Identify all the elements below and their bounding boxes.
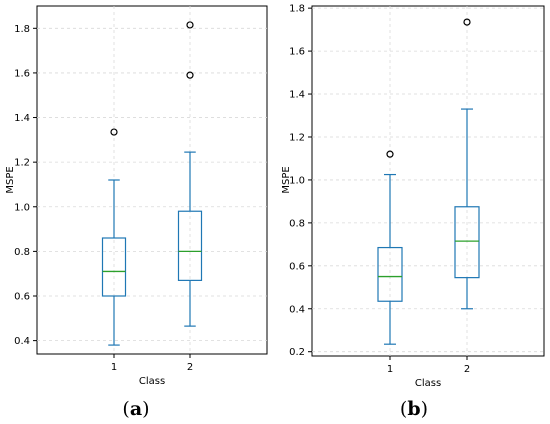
y-tick-label: 0.2 [289,347,305,358]
y-tick-label: 1.6 [14,68,30,79]
y-tick-label: 1.8 [289,4,305,15]
panel-letter-a: a [130,398,142,420]
y-tick-label: 1.0 [14,202,30,213]
x-tick-label: 1 [387,364,393,375]
x-tick-label: 2 [464,364,470,375]
y-tick-label: 1.2 [289,132,305,143]
grid-b [312,6,544,356]
y-axis-label-a: MSPE [5,166,16,193]
y-tick-label: 1.2 [14,158,30,169]
panel-caption-b: (b) [400,398,428,420]
y-tick-label: 0.8 [289,218,305,229]
outlier-point [386,150,394,158]
y-tick-label: 1.4 [14,113,30,124]
y-axis-a: 0.4 0.6 0.8 1.0 1.2 1.4 1.6 1.8 [14,24,37,347]
y-tick-label: 1.0 [289,175,305,186]
y-tick-label: 0.4 [14,336,30,347]
grid-a [37,6,267,354]
x-axis-label-a: Class [139,376,165,387]
x-tick-label: 1 [111,362,117,373]
plot-area-b [311,5,545,357]
y-tick-label: 1.4 [289,90,305,101]
panel-letter-b: b [407,398,420,420]
x-tick-label: 2 [187,362,193,373]
panel-caption-a: (a) [122,398,149,420]
box-category-1 [377,150,403,345]
y-axis-label-b: MSPE [281,166,292,193]
y-tick-label: 0.6 [289,261,305,272]
y-tick-label: 1.6 [289,47,305,58]
outlier-point [186,21,194,29]
y-tick-label: 0.8 [14,247,30,258]
boxes-a [101,21,203,346]
y-axis-b: 0.2 0.4 0.6 0.8 1.0 1.2 1.4 1.6 1.8 [289,4,312,358]
iqr-box [101,237,127,297]
outlier-point [186,71,194,79]
y-tick-label: 1.8 [14,24,30,35]
y-tick-label: 0.6 [14,292,30,303]
y-tick-label: 0.4 [289,304,305,315]
iqr-box [377,246,403,302]
iqr-box [454,206,480,279]
boxes-b [377,18,480,345]
outlier-point [110,128,118,136]
x-axis-label-b: Class [415,378,441,389]
box-category-2 [177,21,203,327]
box-category-2 [454,18,480,310]
box-category-1 [101,128,127,346]
iqr-box [177,210,203,281]
outlier-point [463,18,471,26]
plot-area-a [36,5,268,355]
